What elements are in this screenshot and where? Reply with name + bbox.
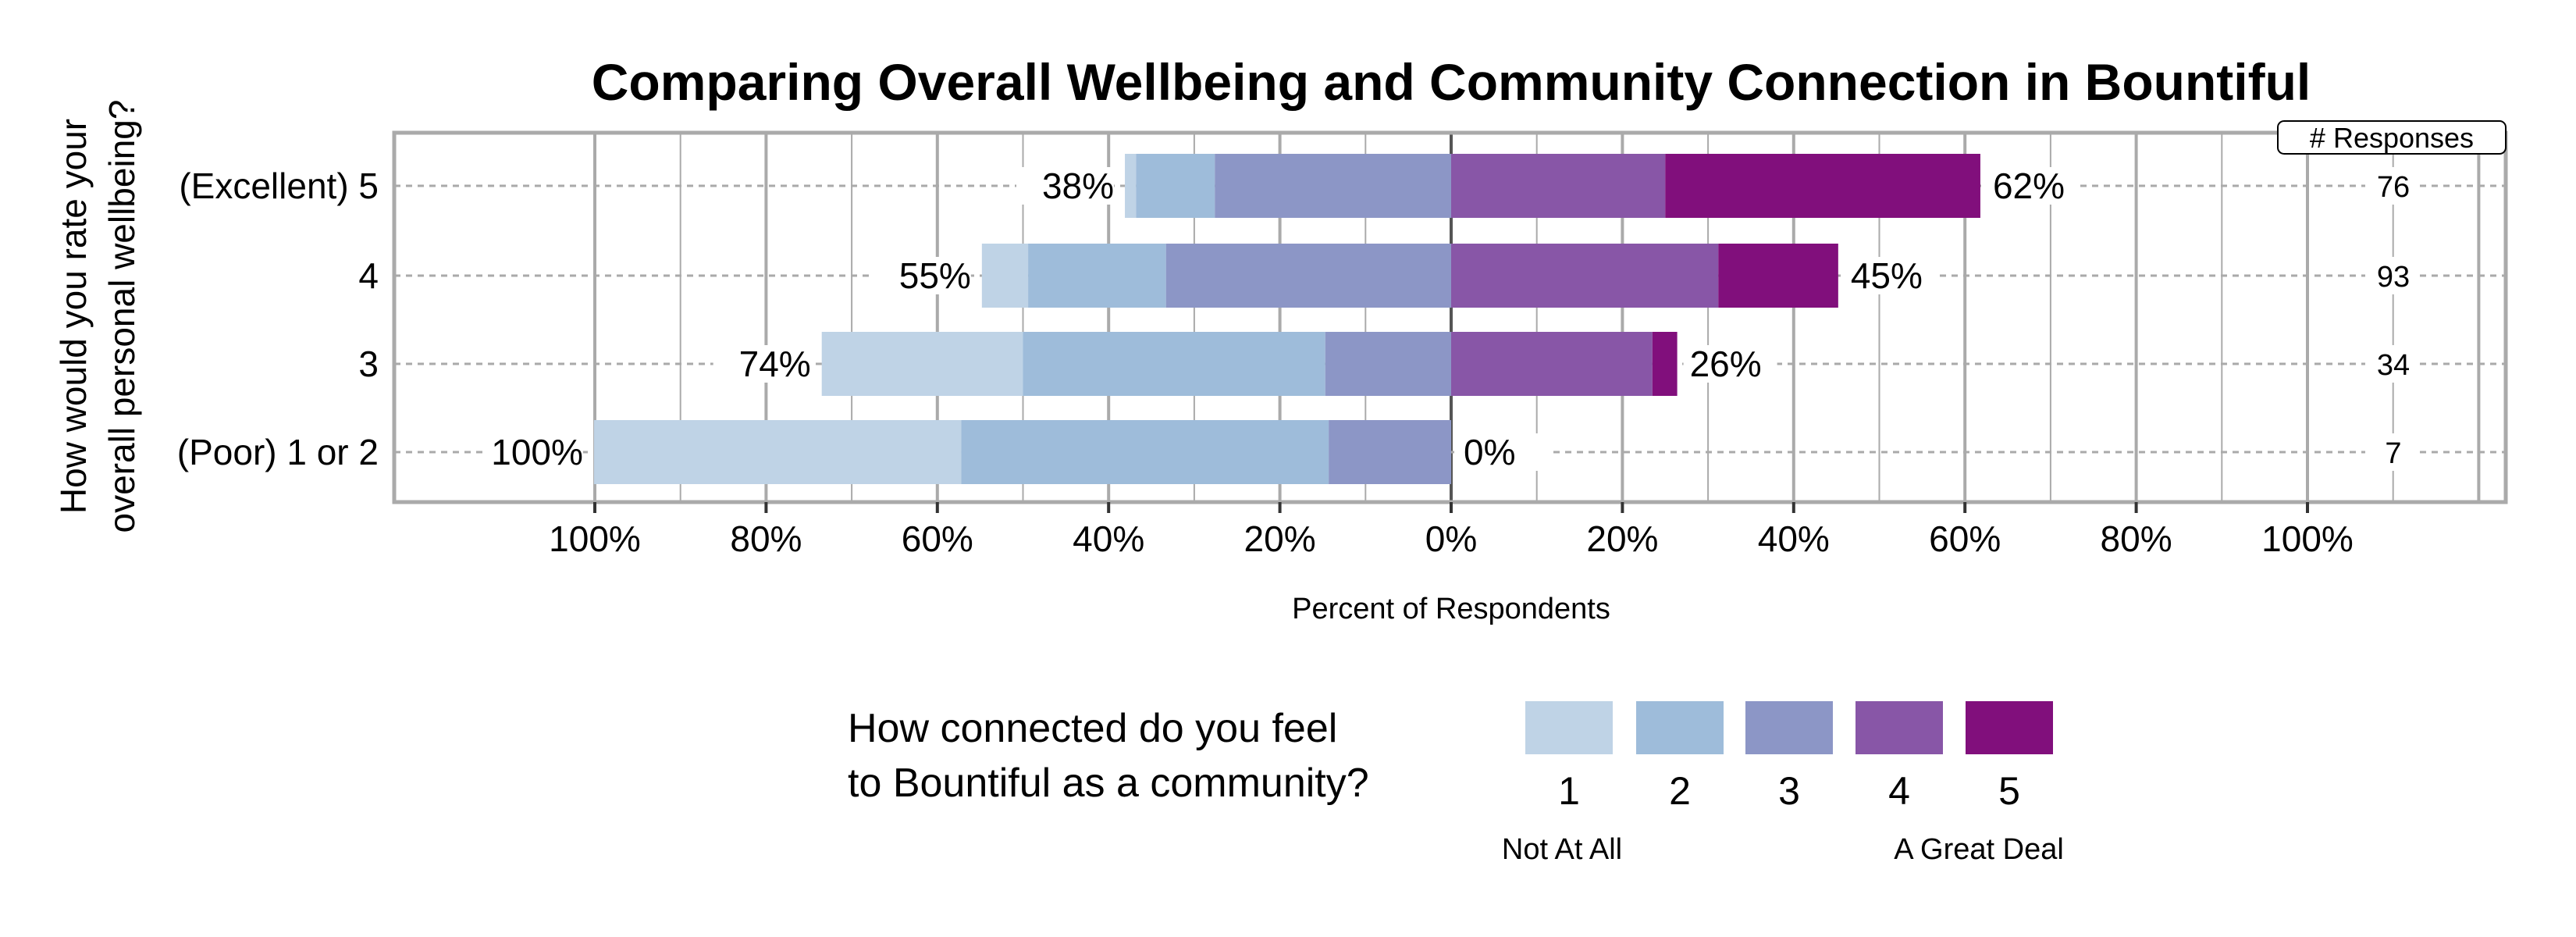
- x-tick-label: 20%: [1244, 518, 1316, 559]
- bar-segment-2: [1023, 332, 1325, 396]
- x-axis-label: Percent of Respondents: [1292, 593, 1610, 625]
- bar-segment-3: [1325, 332, 1451, 396]
- bar-segment-1: [981, 244, 1029, 308]
- label-bg: [2365, 167, 2420, 205]
- bar-segment-5: [1718, 244, 1838, 308]
- label-bg: [485, 433, 583, 471]
- legend-title-line-1: How connected do you feel: [848, 706, 1337, 751]
- legend-swatch-2: [1636, 701, 1724, 754]
- left-total-label: 74%: [739, 344, 811, 384]
- bar-segment-4: [1451, 244, 1719, 308]
- bar-row: (Excellent) 5 38% 62% 76: [179, 154, 2420, 218]
- bar-segment-2: [961, 420, 1329, 484]
- label-bg: [2365, 257, 2420, 294]
- label-bg: [1457, 433, 1551, 471]
- response-count: 76: [2377, 171, 2410, 204]
- label-bg: [713, 345, 811, 383]
- left-total-label: 100%: [491, 432, 583, 472]
- response-count: 34: [2377, 349, 2410, 382]
- bar-segment-4: [1451, 154, 1666, 218]
- label-bg: [1986, 167, 2080, 205]
- bar-segment-5: [1652, 332, 1678, 396]
- x-tick-label: 100%: [549, 518, 641, 559]
- y-tick-label: 3: [358, 344, 379, 384]
- x-tick-label: 60%: [902, 518, 973, 559]
- label-bg: [1016, 167, 1115, 205]
- left-total-label: 55%: [899, 255, 971, 296]
- responses-header: # Responses: [2277, 120, 2507, 155]
- x-tick-label: 20%: [1586, 518, 1658, 559]
- legend-low-anchor: Not At All: [1502, 833, 1622, 866]
- label-bg: [2365, 345, 2420, 383]
- y-tick-label: (Poor) 1 or 2: [177, 432, 379, 472]
- legend-label: 2: [1669, 769, 1691, 813]
- x-axis: 100% 80% 60% 40% 20% 0% 20% 40% 60% 80% 100%: [549, 502, 2354, 559]
- response-count: 7: [2385, 437, 2401, 470]
- legend-title-line-2: to Bountiful as a community?: [848, 761, 1369, 806]
- x-tick-label: 80%: [730, 518, 802, 559]
- left-total-label: 38%: [1042, 166, 1114, 206]
- bar-row: (Poor) 1 or 2 100% 0% 7: [177, 420, 2420, 484]
- responses-header-text: # Responses: [2310, 122, 2474, 154]
- bar-segment-2: [1136, 154, 1215, 218]
- bar-segment-4: [1451, 332, 1653, 396]
- response-count: 93: [2377, 261, 2410, 294]
- y-tick-label: (Excellent) 5: [179, 166, 379, 206]
- label-bg: [1844, 257, 1938, 294]
- legend-label: 1: [1558, 769, 1580, 813]
- bar-segment-1: [821, 332, 1023, 396]
- bar-row: 4 55% 45% 93: [358, 244, 2420, 308]
- legend-label: 3: [1778, 769, 1800, 813]
- right-total-label: 62%: [1993, 166, 2065, 206]
- right-total-label: 0%: [1464, 432, 1515, 472]
- legend-high-anchor: A Great Deal: [1894, 833, 2064, 866]
- x-tick-label: 60%: [1929, 518, 2001, 559]
- bar-segment-5: [1665, 154, 1980, 218]
- x-tick-label: 100%: [2261, 518, 2354, 559]
- legend-swatch-4: [1856, 701, 1943, 754]
- bar-segment-1: [593, 420, 962, 484]
- y-axis-label: How would you rate your overall personal…: [53, 100, 142, 533]
- x-tick-label: 40%: [1073, 518, 1144, 559]
- legend-swatch-1: [1525, 701, 1613, 754]
- bar-segment-2: [1028, 244, 1166, 308]
- right-total-label: 45%: [1851, 255, 1923, 296]
- y-axis-label-line-1: How would you rate your: [53, 119, 94, 514]
- x-tick-label: 40%: [1758, 518, 1830, 559]
- y-tick-label: 4: [358, 255, 379, 296]
- legend-label: 4: [1888, 769, 1910, 813]
- bars: (Excellent) 5 38% 62% 76 4 55% 45% 93 3 74% 26% 34 (…: [177, 154, 2420, 484]
- bar-segment-3: [1329, 420, 1451, 484]
- y-axis-label-line-2: overall personal wellbeing?: [101, 100, 142, 533]
- bar-row: 3 74% 26% 34: [358, 332, 2420, 396]
- legend-swatch-5: [1966, 701, 2053, 754]
- label-bg: [2365, 433, 2420, 471]
- legend: How connected do you feel to Bountiful a…: [848, 701, 2064, 866]
- bar-segment-3: [1215, 154, 1451, 218]
- legend-swatch-3: [1745, 701, 1833, 754]
- bar-segment-1: [1125, 154, 1137, 218]
- label-bg: [1683, 345, 1777, 383]
- label-bg: [873, 257, 971, 294]
- right-total-label: 26%: [1690, 344, 1762, 384]
- chart-title: Comparing Overall Wellbeing and Communit…: [592, 53, 2311, 111]
- legend-label: 5: [1998, 769, 2020, 813]
- x-tick-label: 0%: [1425, 518, 1477, 559]
- bar-segment-3: [1165, 244, 1451, 308]
- x-tick-label: 80%: [2101, 518, 2172, 559]
